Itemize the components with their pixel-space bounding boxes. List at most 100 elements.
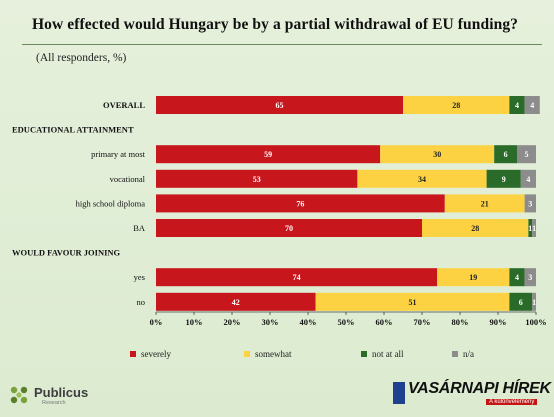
category-label: yes bbox=[134, 272, 145, 282]
chart-title: How effected would Hungary be by a parti… bbox=[32, 16, 519, 33]
category-label: vocational bbox=[110, 174, 146, 184]
data-label: 19 bbox=[469, 273, 477, 282]
title-divider bbox=[22, 44, 542, 45]
vh-name: VASÁRNAPI HÍREK bbox=[408, 380, 551, 397]
data-label: 65 bbox=[276, 101, 284, 110]
legend-item-severely: severely bbox=[130, 349, 171, 359]
data-label: 76 bbox=[296, 199, 304, 208]
publicus-tagline: Research bbox=[42, 400, 66, 406]
legend-swatch bbox=[130, 351, 136, 357]
bar-segment-somewhat bbox=[437, 268, 510, 287]
bar-segment-somewhat bbox=[422, 219, 529, 237]
bar-segment-not-at-all bbox=[494, 145, 517, 164]
x-tick-label: 90% bbox=[490, 317, 507, 327]
vasarnapi-hirek-logo: VASÁRNAPI HÍREK A különvélemény bbox=[393, 380, 551, 410]
category-label: no bbox=[137, 297, 146, 307]
vh-mark-icon bbox=[393, 382, 405, 404]
bar-segment-not-at-all bbox=[509, 268, 525, 287]
data-label: 59 bbox=[264, 150, 272, 159]
data-label: 30 bbox=[433, 150, 441, 159]
data-label: 4 bbox=[515, 101, 519, 110]
bar-segment-severely bbox=[156, 219, 422, 237]
category-label: primary at most bbox=[91, 149, 145, 159]
data-label: 34 bbox=[418, 175, 426, 184]
bar-segment-n-a bbox=[520, 169, 536, 188]
bar-segment-n-a bbox=[524, 194, 536, 213]
data-label: 4 bbox=[530, 101, 534, 110]
x-tick-label: 10% bbox=[186, 317, 203, 327]
x-tick-label: 100% bbox=[525, 317, 546, 327]
legend-swatch bbox=[361, 351, 367, 357]
bar-segment-not-at-all bbox=[528, 219, 533, 237]
group-header-label: WOULD FAVOUR JOINING bbox=[12, 248, 121, 258]
data-label: 9 bbox=[502, 175, 506, 184]
bar-segment-somewhat bbox=[403, 96, 510, 114]
category-label: BA bbox=[133, 223, 146, 233]
bars-layer: 65 28 4 459 30 6 553 34 9 476 21 370 28 1 174 19 4 342 51 6… bbox=[156, 96, 540, 311]
data-label: 21 bbox=[481, 199, 489, 208]
bar-segment-n-a bbox=[532, 292, 536, 311]
bar-segment-not-at-all bbox=[486, 169, 521, 188]
group-header-label: EDUCATIONAL ATTAINMENT bbox=[12, 125, 134, 135]
legend-label: not at all bbox=[372, 349, 404, 359]
data-label: 28 bbox=[471, 224, 479, 233]
chart-subtitle: (All responders, %) bbox=[36, 52, 127, 64]
data-label: 6 bbox=[519, 298, 523, 307]
data-label: 4 bbox=[515, 273, 519, 282]
publicus-logo: Publicus Research bbox=[6, 382, 116, 412]
data-label: 1 bbox=[532, 298, 536, 307]
data-label: 4 bbox=[526, 175, 530, 184]
data-label: 70 bbox=[285, 224, 293, 233]
data-label: 1 bbox=[532, 224, 536, 233]
bar-segment-somewhat bbox=[380, 145, 495, 164]
x-tick-label: 80% bbox=[452, 317, 469, 327]
category-labels: OVERALL EDUCATIONAL ATTAINMENT primary at … bbox=[12, 100, 146, 307]
bar-segment-severely bbox=[156, 96, 403, 114]
legend-swatch bbox=[452, 351, 458, 357]
bar-segment-not-at-all bbox=[509, 96, 525, 114]
bar-segment-severely bbox=[156, 268, 438, 287]
data-label: 1 bbox=[528, 224, 532, 233]
x-tick-label: 30% bbox=[262, 317, 279, 327]
data-label: 42 bbox=[232, 298, 240, 307]
bar-segment-n-a bbox=[517, 145, 536, 164]
legend-swatch bbox=[244, 351, 250, 357]
legend-label: somewhat bbox=[255, 349, 292, 359]
x-tick-label: 50% bbox=[338, 317, 355, 327]
data-label: 3 bbox=[528, 199, 532, 208]
bar-segment-severely bbox=[156, 194, 445, 213]
x-tick-label: 70% bbox=[414, 317, 431, 327]
bar-segment-somewhat bbox=[315, 292, 510, 311]
data-label: 5 bbox=[525, 150, 529, 159]
bar-segment-severely bbox=[156, 169, 358, 188]
bar-segment-n-a bbox=[524, 96, 540, 114]
bar-segment-not-at-all bbox=[509, 292, 533, 311]
x-axis: 0% 10% 20% 30% 40% 50% 60% 70% 80% 90% 100% bbox=[150, 311, 547, 327]
data-label: 3 bbox=[528, 273, 532, 282]
data-label: 51 bbox=[409, 298, 417, 307]
bar-segment-severely bbox=[156, 145, 381, 164]
bar-segment-n-a bbox=[524, 268, 536, 287]
publicus-mark-icon bbox=[10, 386, 28, 404]
bar-segment-somewhat bbox=[357, 169, 487, 188]
publicus-name: Publicus bbox=[34, 385, 89, 400]
legend-item-n-a: n/a bbox=[452, 349, 474, 359]
category-label: high school diploma bbox=[76, 198, 146, 208]
vh-tagline: A különvélemény bbox=[486, 399, 538, 405]
data-label: 74 bbox=[293, 273, 301, 282]
data-label: 28 bbox=[452, 101, 460, 110]
data-label: 6 bbox=[504, 150, 508, 159]
legend: severely somewhat not at all n/a bbox=[0, 349, 554, 363]
legend-label: n/a bbox=[463, 349, 474, 359]
bar-segment-somewhat bbox=[444, 194, 525, 213]
bar-segment-n-a bbox=[532, 219, 536, 237]
x-tick-label: 40% bbox=[300, 317, 317, 327]
bar-segment-severely bbox=[156, 292, 316, 311]
category-label: OVERALL bbox=[103, 100, 145, 110]
x-tick-label: 0% bbox=[150, 317, 163, 327]
x-tick-label: 20% bbox=[224, 317, 241, 327]
x-tick-label: 60% bbox=[376, 317, 393, 327]
legend-item-not-at-all: not at all bbox=[361, 349, 404, 359]
